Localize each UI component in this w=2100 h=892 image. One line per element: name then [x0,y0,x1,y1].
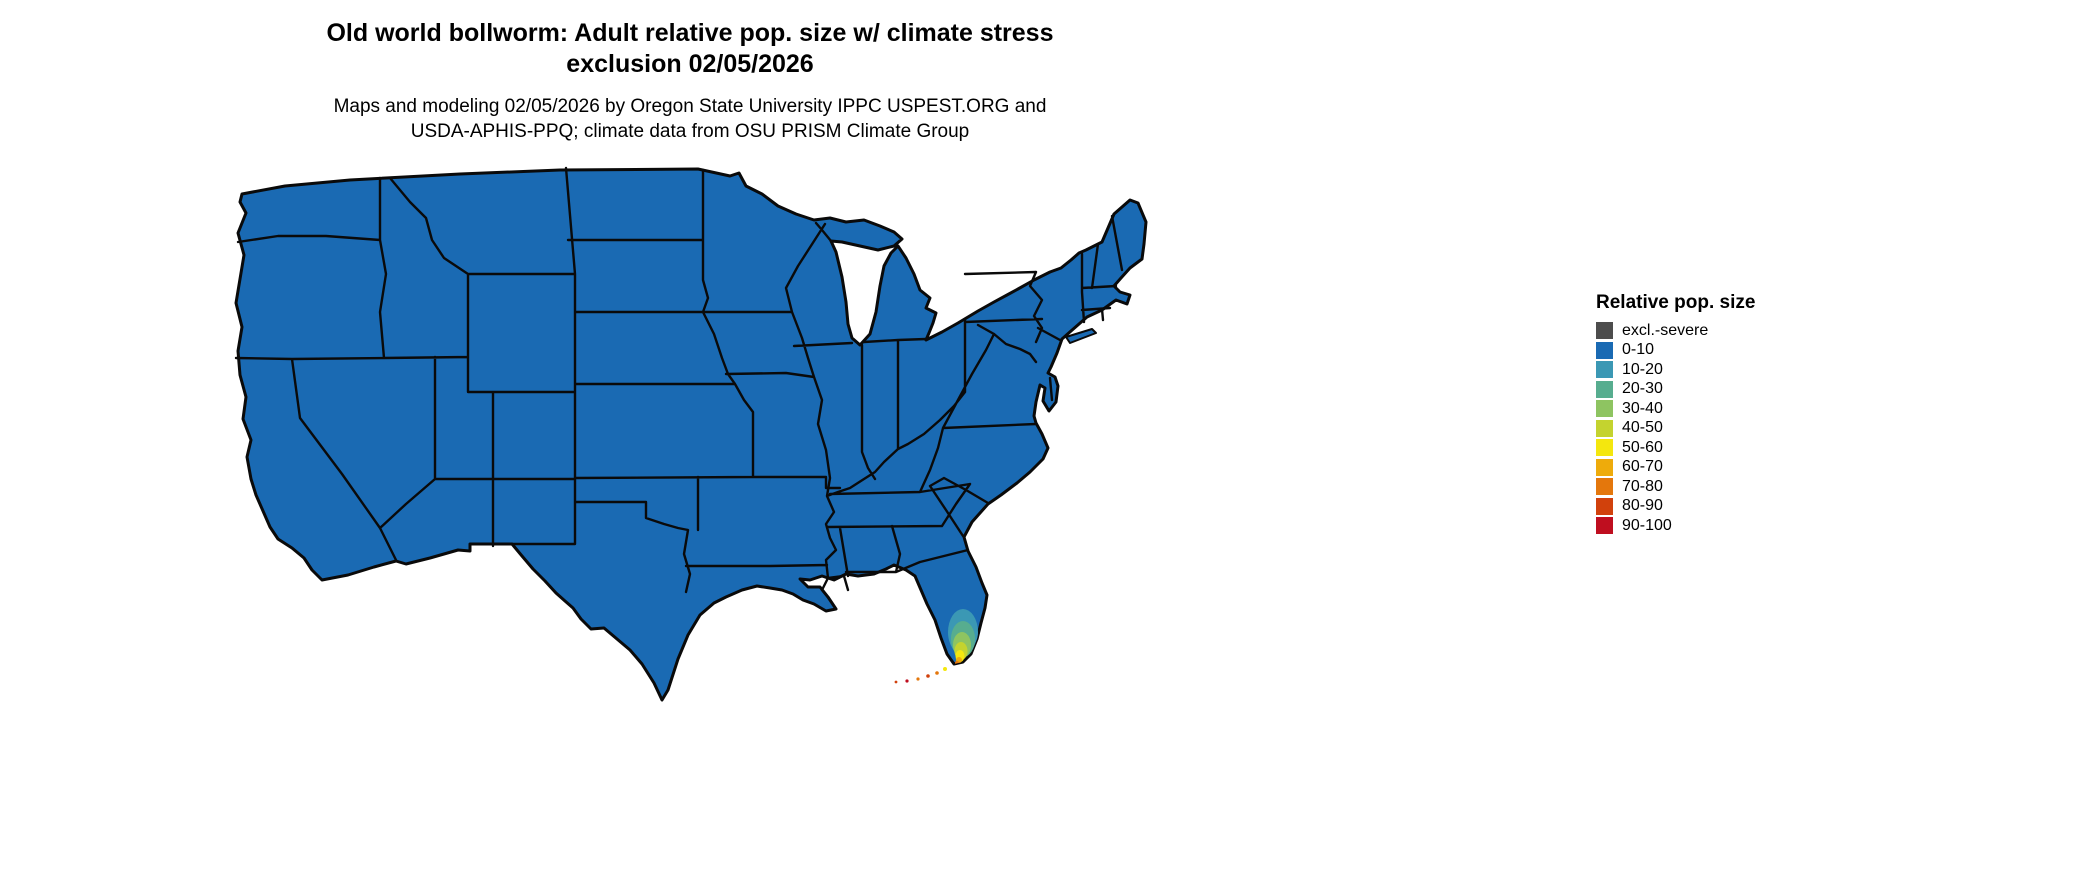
legend-row: 30-40 [1596,400,1856,418]
legend-row: 50-60 [1596,439,1856,457]
legend-color-swatch [1596,341,1613,359]
legend-row: 60-70 [1596,458,1856,477]
legend-row: 0-10 [1596,341,1856,360]
legend-label: 50-60 [1622,438,1663,456]
legend-color-swatch [1596,400,1613,418]
page-subtitle: Maps and modeling 02/05/2026 by Oregon S… [0,94,1380,144]
legend-items: excl.-severe 0-10 10-20 20-30 30-40 40-5… [1596,322,1856,535]
page-subtitle-line1: Maps and modeling 02/05/2026 by Oregon S… [333,96,1047,117]
legend-label: 20-30 [1622,380,1663,398]
florida-keys-dots [894,667,947,684]
legend-label: excl.-severe [1622,321,1709,339]
page-subtitle-line2: USDA-APHIS-PPQ; climate data from OSU PR… [410,121,970,142]
legend-color-swatch [1596,439,1613,457]
us-outline [234,167,1148,702]
legend-color-swatch [1596,517,1613,535]
legend-color-swatch [1596,361,1613,379]
state-borders [234,166,1124,602]
legend-color-swatch [1596,497,1613,515]
legend-title: Relative pop. size [1596,292,1756,313]
florida-hotspot-overlay [948,609,978,665]
legend-label: 70-80 [1622,477,1663,495]
long-island [1065,328,1097,344]
legend-color-swatch [1596,478,1613,496]
page-title-line2: exclusion 02/05/2026 [566,50,814,78]
legend-label: 90-100 [1622,516,1672,534]
page-title-line1: Old world bollworm: Adult relative pop. … [326,19,1054,47]
us-map [234,166,1148,702]
legend-row: 20-30 [1596,380,1856,399]
legend: Relative pop. size excl.-severe 0-10 10-… [1596,292,1856,535]
legend-label: 0-10 [1622,341,1655,359]
legend-label: 10-20 [1622,360,1663,378]
legend-row: 80-90 [1596,497,1856,516]
map-container [230,162,1165,707]
legend-row: excl.-severe [1596,322,1856,340]
legend-color-swatch [1596,419,1613,437]
legend-color-swatch [1596,458,1613,476]
legend-label: 30-40 [1622,399,1663,417]
page-title: Old world bollworm: Adult relative pop. … [0,18,1380,80]
legend-row: 70-80 [1596,478,1856,496]
title-block: Old world bollworm: Adult relative pop. … [0,18,1380,144]
legend-row: 90-100 [1596,517,1856,535]
legend-row: 10-20 [1596,361,1856,379]
legend-label: 40-50 [1622,419,1663,437]
legend-color-swatch [1596,380,1613,398]
legend-color-swatch [1596,322,1613,340]
legend-label: 60-70 [1622,458,1663,476]
legend-row: 40-50 [1596,419,1856,438]
legend-label: 80-90 [1622,497,1663,515]
